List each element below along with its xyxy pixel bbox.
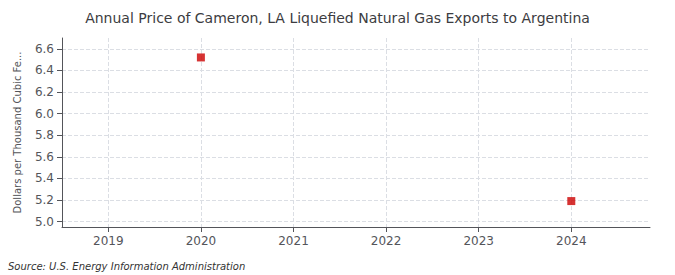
svg-text:6.6: 6.6 (35, 42, 54, 56)
svg-text:2020: 2020 (186, 234, 217, 248)
svg-text:Dollars per Thousand Cubic Fe.: Dollars per Thousand Cubic Fe... (12, 52, 23, 214)
svg-text:6.0: 6.0 (35, 107, 54, 121)
svg-text:6.4: 6.4 (35, 63, 54, 77)
svg-text:2023: 2023 (463, 234, 494, 248)
svg-text:5.4: 5.4 (35, 171, 54, 185)
svg-text:5.0: 5.0 (35, 215, 54, 229)
svg-text:5.2: 5.2 (35, 193, 54, 207)
svg-text:Source: U.S. Energy Informatio: Source: U.S. Energy Information Administ… (8, 261, 245, 272)
svg-text:Annual Price of Cameron, LA Li: Annual Price of Cameron, LA Liquefied Na… (85, 10, 590, 26)
svg-text:2019: 2019 (93, 234, 124, 248)
svg-text:5.6: 5.6 (35, 150, 54, 164)
svg-text:5.8: 5.8 (35, 128, 54, 142)
svg-text:2024: 2024 (556, 234, 587, 248)
svg-text:6.2: 6.2 (35, 85, 54, 99)
svg-text:2022: 2022 (371, 234, 402, 248)
svg-text:2021: 2021 (278, 234, 309, 248)
